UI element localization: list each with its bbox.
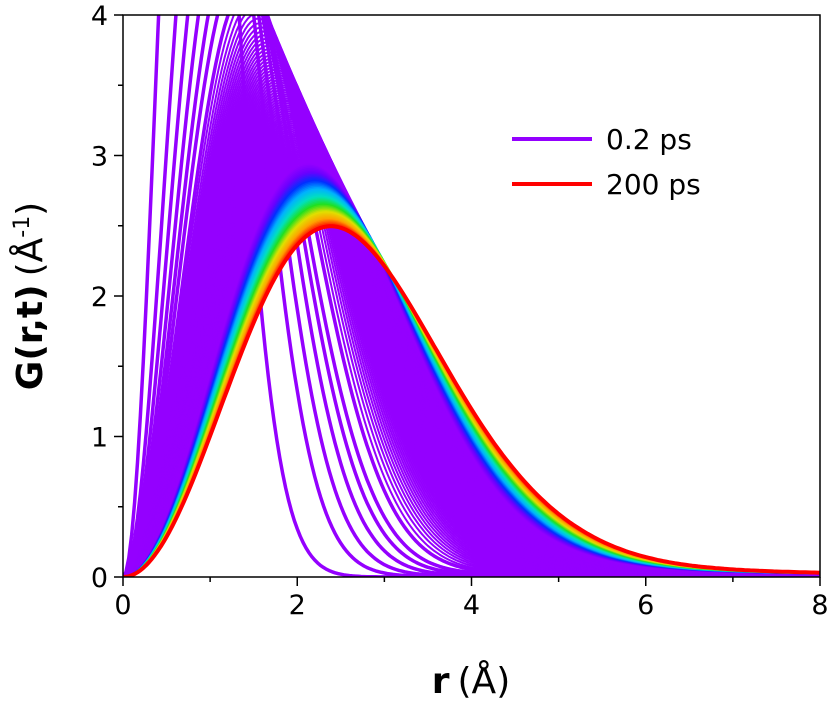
- x-tick-label: 6: [637, 590, 654, 621]
- legend-label-200ps: 200 ps: [606, 168, 701, 201]
- y-axis-title-unit: (Å: [8, 237, 51, 276]
- y-axis-title-close: ): [10, 202, 51, 216]
- x-tick-label: 8: [811, 590, 828, 621]
- x-tick-label: 2: [289, 590, 306, 621]
- y-tick-label: 3: [91, 142, 108, 173]
- x-tick-label: 0: [114, 590, 131, 621]
- series-curves: [123, 15, 820, 577]
- x-axis-title: r (Å): [432, 659, 510, 702]
- x-tick-label: 4: [463, 590, 480, 621]
- legend: 0.2 ps 200 ps: [512, 123, 701, 201]
- y-axis-title-sup: -1: [10, 216, 35, 238]
- y-axis-title: G(r,t) (Å-1): [8, 202, 51, 390]
- y-tick-label: 4: [91, 1, 108, 32]
- y-tick-label: 1: [91, 423, 108, 454]
- y-axis-title-main: G(r,t): [10, 284, 51, 390]
- legend-label-0-2ps: 0.2 ps: [606, 123, 692, 156]
- y-tick-label: 0: [91, 563, 108, 594]
- axis-ticks: 0 2 4 6 8 0 1 2 3 4: [91, 1, 829, 621]
- series-curve: [123, 224, 820, 577]
- y-tick-label: 2: [91, 282, 108, 313]
- x-axis-title-unit: (Å): [458, 659, 511, 702]
- x-axis-title-main: r: [432, 661, 450, 702]
